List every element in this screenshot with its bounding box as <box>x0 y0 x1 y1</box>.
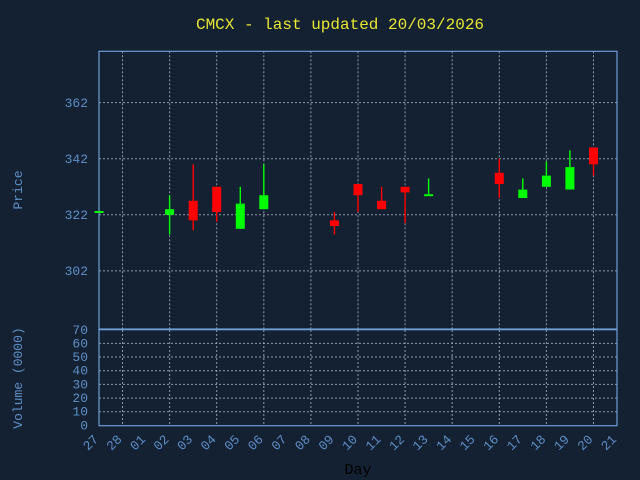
svg-text:302: 302 <box>65 264 88 279</box>
svg-text:0: 0 <box>80 419 88 434</box>
svg-text:342: 342 <box>65 152 88 167</box>
svg-text:Volume (0000): Volume (0000) <box>11 327 26 428</box>
svg-text:322: 322 <box>65 208 88 223</box>
svg-text:Price: Price <box>11 170 26 209</box>
svg-text:40: 40 <box>72 364 88 379</box>
svg-text:10: 10 <box>72 405 88 420</box>
svg-text:Day: Day <box>344 462 371 479</box>
svg-text:362: 362 <box>65 96 88 111</box>
svg-text:CMCX - last updated 20/03/2026: CMCX - last updated 20/03/2026 <box>196 16 484 34</box>
